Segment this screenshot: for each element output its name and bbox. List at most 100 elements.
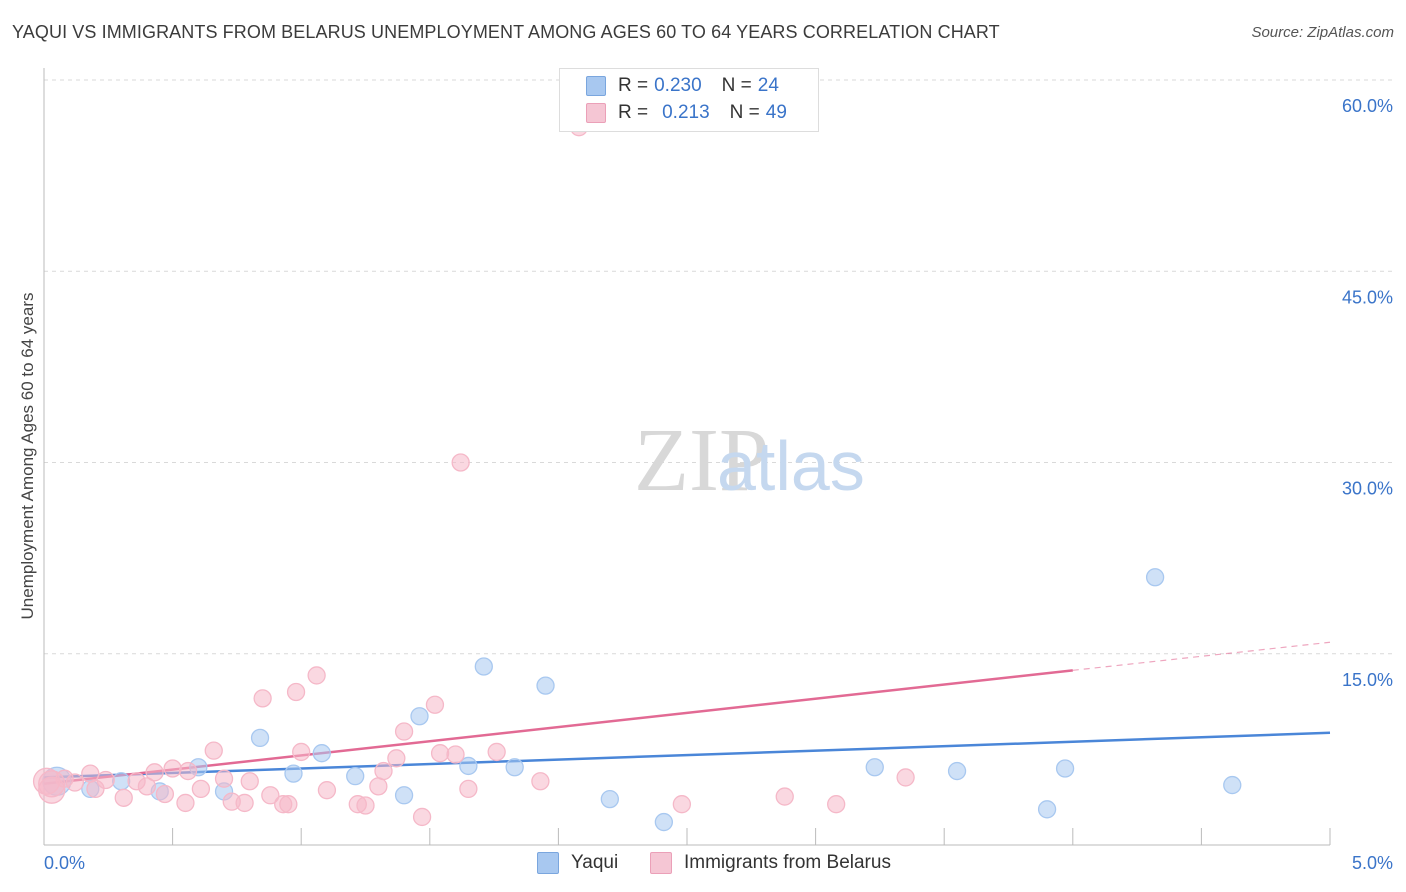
belarus-point <box>38 776 66 804</box>
belarus-point <box>775 787 794 806</box>
yaqui-point <box>346 767 365 786</box>
belarus-point <box>487 742 506 762</box>
yaqui-point <box>394 786 414 805</box>
yaqui-point <box>459 756 478 776</box>
belarus-point <box>214 769 234 788</box>
belarus-point <box>827 795 846 814</box>
belarus-point <box>459 779 478 799</box>
belarus-point <box>425 695 445 714</box>
belarus-point <box>307 666 326 685</box>
yaqui-point <box>865 758 884 777</box>
yaqui-trend-line <box>43 731 1331 779</box>
belarus-point <box>81 764 100 783</box>
yaqui-point <box>410 707 429 726</box>
y-tick-label: 45.0% <box>1342 287 1393 307</box>
yaqui-point <box>1223 775 1242 795</box>
watermark: ZIP atlas <box>634 411 865 510</box>
bottom-legend-swatch-belarus <box>650 852 672 874</box>
belarus-point <box>235 793 254 813</box>
yaqui-point <box>474 657 493 676</box>
legend-r-label: R = <box>618 102 649 123</box>
chart-title: YAQUI VS IMMIGRANTS FROM BELARUS UNEMPLO… <box>12 22 1000 42</box>
bottom-legend-label-belarus: Immigrants from Belarus <box>684 852 891 873</box>
belarus-point <box>286 682 306 702</box>
source-label: Source: ZipAtlas.com <box>1251 24 1394 41</box>
yaqui-point <box>284 764 303 783</box>
yaqui-point <box>112 772 131 791</box>
yaqui-point <box>1055 759 1075 778</box>
yaqui-point <box>536 676 555 695</box>
bottom-legend-label-yaqui: Yaqui <box>571 852 619 873</box>
legend-swatch-yaqui <box>586 76 606 96</box>
trend-lines <box>43 641 1331 786</box>
legend-r-label: R = <box>618 75 649 96</box>
yaqui-point <box>947 761 967 781</box>
belarus-point <box>430 744 450 763</box>
belarus-point <box>176 793 195 813</box>
belarus-point <box>446 745 465 764</box>
belarus-point <box>356 796 375 815</box>
yaqui-point <box>250 728 270 748</box>
belarus-point <box>292 742 311 762</box>
belarus-point <box>412 807 432 827</box>
belarus-point <box>317 781 337 800</box>
belarus-point <box>369 777 388 796</box>
legend-n-label: N = <box>729 102 760 123</box>
belarus-point <box>96 770 115 790</box>
belarus-point <box>451 453 470 472</box>
belarus-trend-line <box>43 669 1073 786</box>
legend-row-yaqui: R = 0.230 N = 24 <box>586 73 779 99</box>
yaqui-point <box>654 812 674 832</box>
belarus-point <box>204 741 223 760</box>
watermark-zip: ZIP <box>634 411 769 510</box>
belarus-point <box>155 784 175 804</box>
belarus-point <box>163 759 182 778</box>
legend-r-value: 0.230 <box>654 75 702 96</box>
x-tick-label: 0.0% <box>44 853 85 873</box>
x-tick-label: 5.0% <box>1352 853 1393 873</box>
belarus-trend-extension <box>1072 641 1331 671</box>
legend-n-value: 24 <box>757 75 779 96</box>
legend: R = 0.230 N = 24 R = 0.213 N = 49 <box>559 68 819 132</box>
belarus-point <box>178 761 198 781</box>
bottom-legend: Yaqui Immigrants from Belarus <box>0 852 1406 876</box>
yaqui-point <box>1145 568 1165 587</box>
belarus-point <box>65 773 85 792</box>
legend-n-value: 49 <box>765 102 787 123</box>
belarus-point <box>279 795 298 814</box>
y-axis-label: Unemployment Among Ages 60 to 64 years <box>18 293 37 620</box>
y-tick-label: 15.0% <box>1342 670 1393 690</box>
watermark-atlas: atlas <box>717 427 865 505</box>
tick-labels: 15.0% 30.0% 45.0% 60.0% 0.0% 5.0% <box>44 96 1393 873</box>
belarus-point <box>387 749 406 768</box>
y-tick-label: 60.0% <box>1342 96 1393 116</box>
belarus-point <box>261 786 280 805</box>
belarus-point <box>137 777 157 796</box>
yaqui-point <box>312 744 331 763</box>
bottom-legend-yaqui: Yaqui <box>537 852 618 874</box>
belarus-point <box>531 772 550 791</box>
belarus-point <box>253 689 272 708</box>
belarus-point <box>114 788 133 807</box>
belarus-point <box>672 795 692 814</box>
axes <box>43 68 1331 846</box>
belarus-point <box>145 763 164 782</box>
yaqui-point <box>1037 800 1057 819</box>
belarus-point <box>374 761 393 781</box>
belarus-point <box>191 779 211 799</box>
bottom-legend-belarus: Immigrants from Belarus <box>650 852 891 874</box>
legend-swatch-belarus <box>586 103 606 123</box>
belarus-point <box>240 772 259 791</box>
belarus-point <box>896 768 915 787</box>
belarus-point <box>394 722 414 741</box>
legend-n-label: N = <box>721 75 752 96</box>
legend-r-value: 0.213 <box>662 102 710 123</box>
y-tick-label: 30.0% <box>1342 479 1393 499</box>
data-points <box>32 118 1242 832</box>
legend-row-belarus: R = 0.213 N = 49 <box>586 100 787 126</box>
bottom-legend-swatch-yaqui <box>537 852 559 874</box>
yaqui-point <box>505 758 524 777</box>
grid-lines <box>44 79 1392 655</box>
yaqui-point <box>600 789 619 809</box>
